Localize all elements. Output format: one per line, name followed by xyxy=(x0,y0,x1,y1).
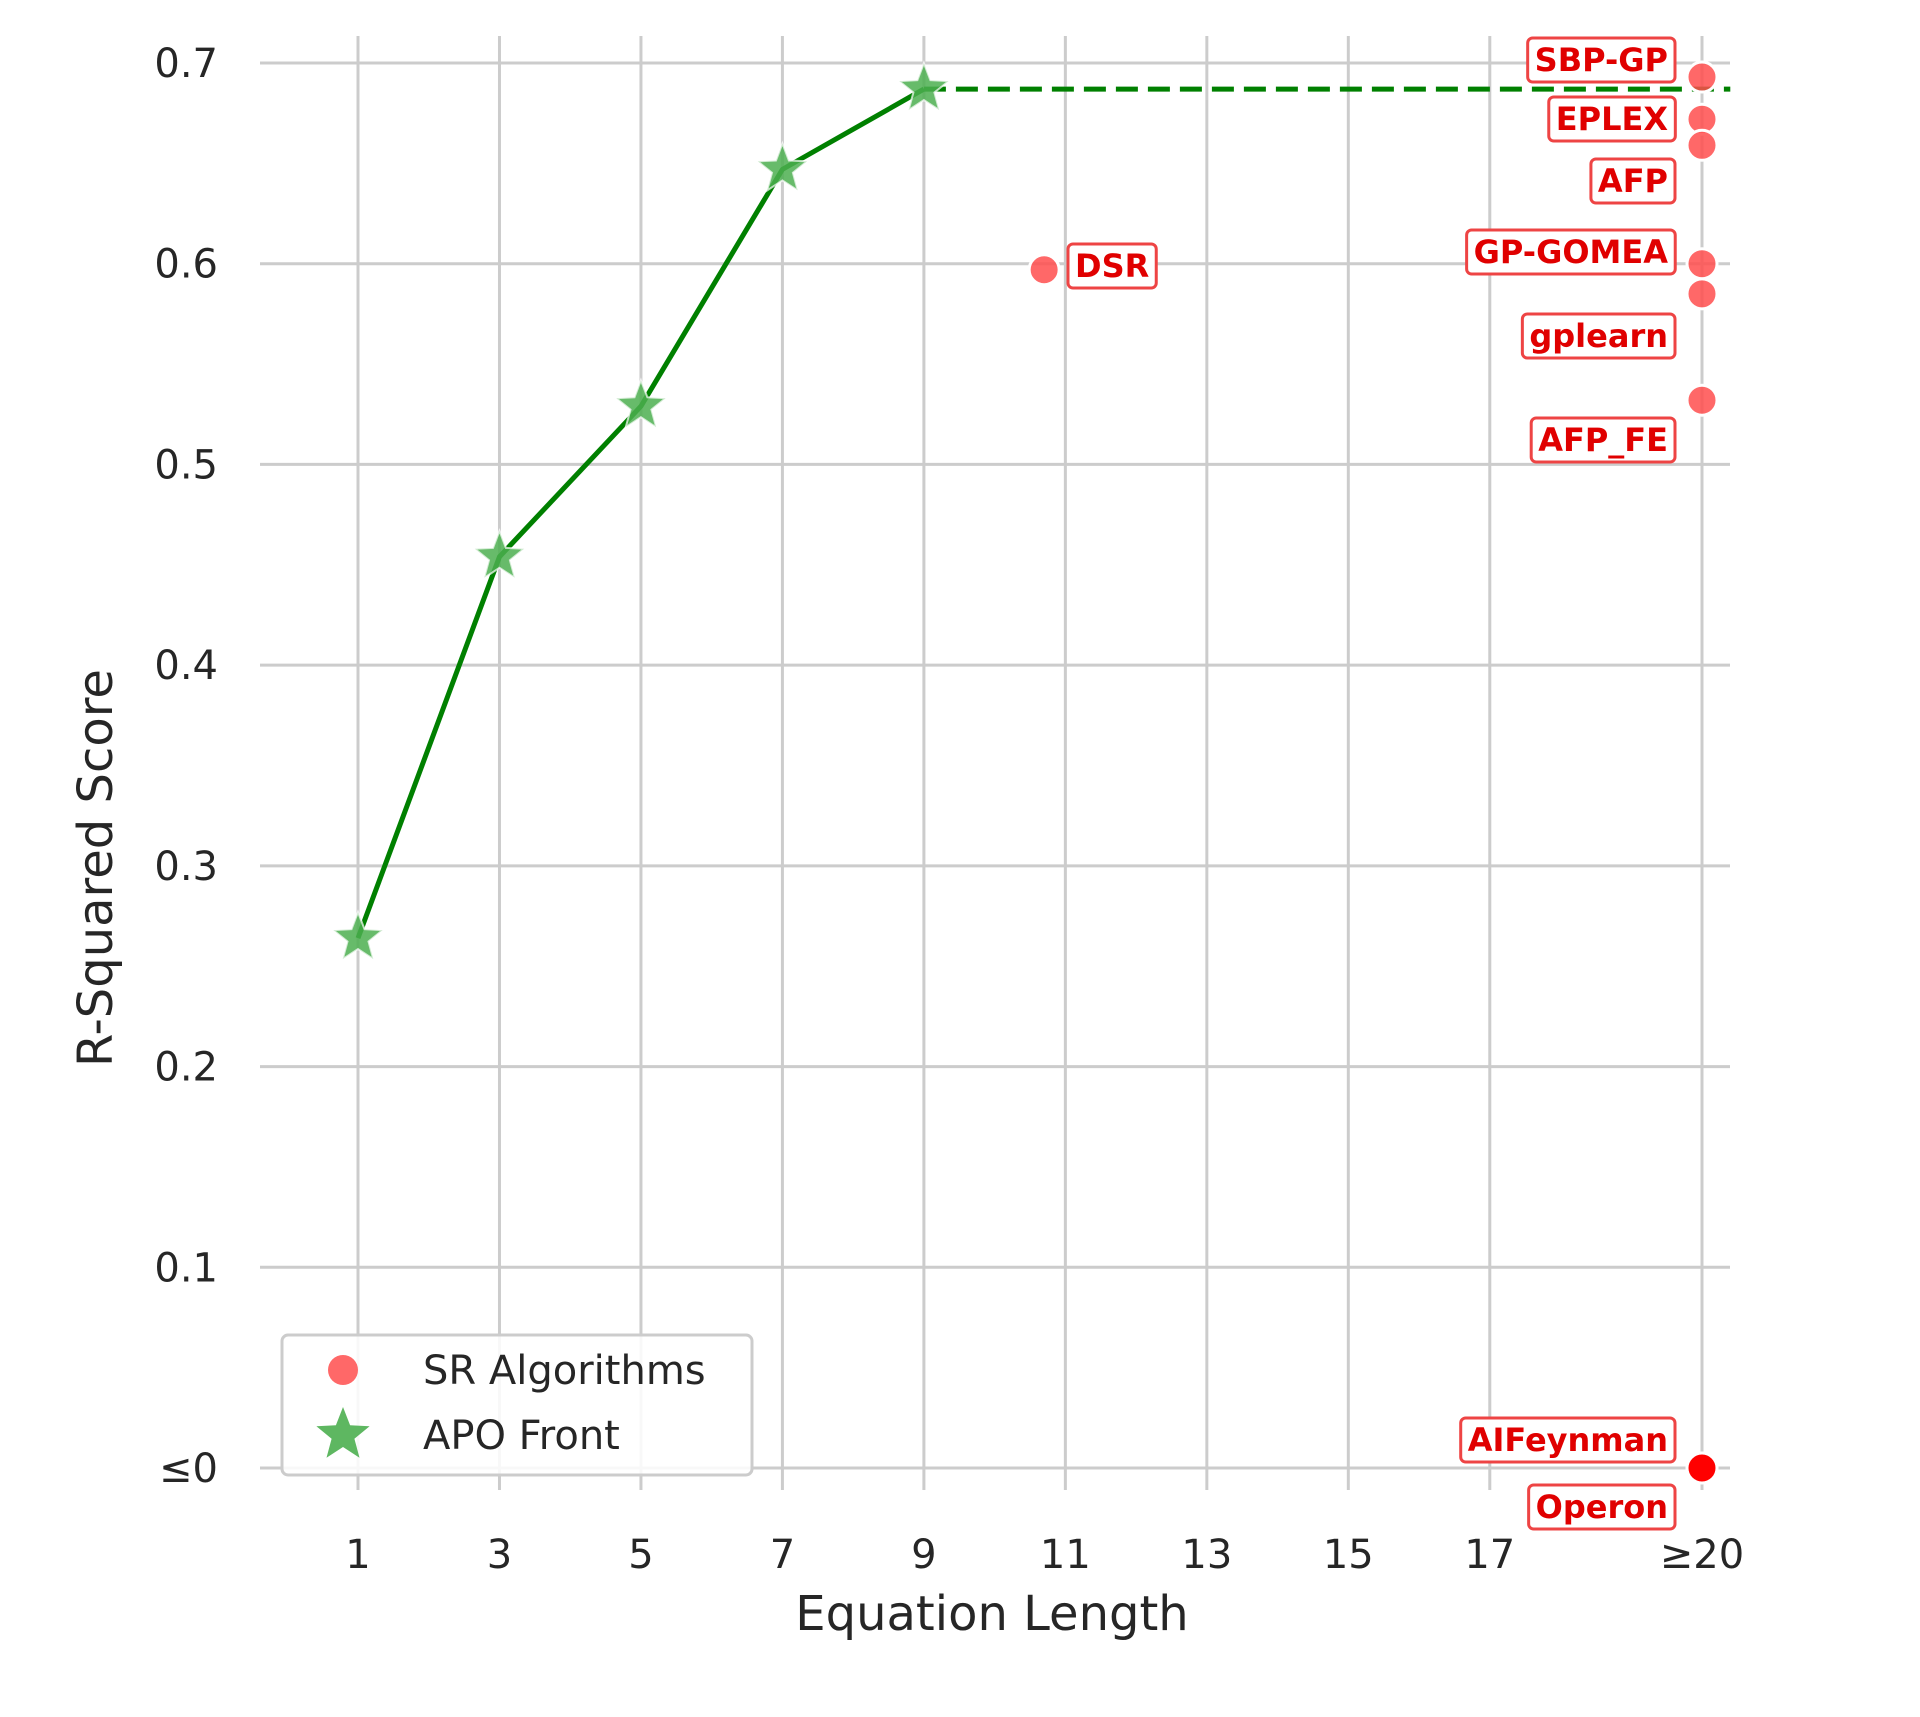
annotation-text: Operon xyxy=(1536,1488,1668,1526)
annotation-label: AIFeynman xyxy=(1459,1416,1677,1464)
x-tick-label: 13 xyxy=(1181,1532,1232,1578)
annotation-label: AFP xyxy=(1589,157,1677,205)
sr-algorithm-point xyxy=(1685,128,1719,162)
sr-algorithm-point xyxy=(1027,253,1061,287)
sr-algorithm-point xyxy=(1685,247,1719,281)
y-tick-label: 0.7 xyxy=(154,41,218,87)
sr-algorithm-point xyxy=(1685,60,1719,94)
annotation-box xyxy=(1526,36,1677,84)
x-tick-label: 15 xyxy=(1323,1532,1374,1578)
annotation-label: SBP-GP xyxy=(1526,36,1677,84)
annotation-text: EPLEX xyxy=(1556,100,1669,138)
x-tick-label: 3 xyxy=(487,1532,512,1578)
annotation-text: AFP_FE xyxy=(1538,421,1668,459)
annotation-text: gplearn xyxy=(1529,317,1668,355)
legend-label: SR Algorithms xyxy=(423,1348,706,1394)
sr-algorithm-point xyxy=(1685,383,1719,417)
sr-algorithm-point xyxy=(1685,1451,1719,1485)
y-tick-label: 0.1 xyxy=(154,1245,218,1291)
annotation-label: gplearn xyxy=(1520,312,1677,360)
apo-front-star xyxy=(330,909,386,962)
x-tick-label: 9 xyxy=(911,1532,936,1578)
annotation-layer: SBP-GP EPLEX AFP GP-GOMEA gplearn AFP_FE DSR AI… xyxy=(1066,36,1677,1531)
annotation-text: DSR xyxy=(1075,247,1149,285)
annotation-box xyxy=(1547,95,1677,143)
annotation-box xyxy=(1520,312,1677,360)
x-axis-title: Equation Length xyxy=(795,1586,1188,1642)
annotation-text: AFP xyxy=(1598,162,1668,200)
apo-front-star xyxy=(613,377,669,430)
annotation-box xyxy=(1589,157,1677,205)
legend: SR Algorithms APO Front xyxy=(280,1333,754,1477)
y-tick-label: 0.3 xyxy=(154,844,218,890)
annotation-label: GP-GOMEA xyxy=(1465,228,1677,276)
x-tick-label: 5 xyxy=(628,1532,653,1578)
sr-algorithm-point xyxy=(1685,277,1719,311)
x-tick-label: ≥20 xyxy=(1660,1532,1744,1578)
annotation-box xyxy=(1459,1416,1677,1464)
annotation-box xyxy=(1465,228,1677,276)
annotation-text: AIFeynman xyxy=(1468,1421,1668,1459)
annotation-label: DSR xyxy=(1066,242,1158,290)
tick-labels: 1 3 5 7 9 11 13 15 17 ≥20≤00.10.20.30.40.50.60.7 xyxy=(154,41,1744,1578)
y-tick-label: 0.6 xyxy=(154,242,218,288)
apo-front-star xyxy=(472,527,527,581)
x-tick-label: 1 xyxy=(345,1532,370,1578)
y-tick-label: 0.5 xyxy=(154,442,218,488)
annotation-label: EPLEX xyxy=(1547,95,1677,143)
annotation-label: Operon xyxy=(1527,1483,1677,1531)
legend-star-icon xyxy=(316,1407,370,1458)
annotation-text: SBP-GP xyxy=(1535,41,1668,79)
y-tick-label: 0.2 xyxy=(154,1045,218,1091)
legend-circle-icon xyxy=(328,1355,358,1385)
annotation-label: AFP_FE xyxy=(1529,416,1677,464)
x-tick-label: 7 xyxy=(770,1532,795,1578)
y-tick-label: ≤0 xyxy=(159,1446,218,1492)
series-layer xyxy=(330,60,1731,1485)
annotation-text: GP-GOMEA xyxy=(1474,233,1669,271)
x-tick-label: 17 xyxy=(1464,1532,1515,1578)
y-axis-title: R-Squared Score xyxy=(68,669,124,1067)
annotation-box xyxy=(1066,242,1158,290)
annotation-box xyxy=(1527,1483,1677,1531)
apo-front-star xyxy=(755,140,810,193)
y-tick-label: 0.4 xyxy=(154,643,218,689)
legend-frame xyxy=(280,1333,754,1477)
annotation-box xyxy=(1529,416,1677,464)
x-tick-label: 11 xyxy=(1040,1532,1091,1578)
apo-front-star xyxy=(896,60,952,113)
legend-label: APO Front xyxy=(423,1413,620,1459)
